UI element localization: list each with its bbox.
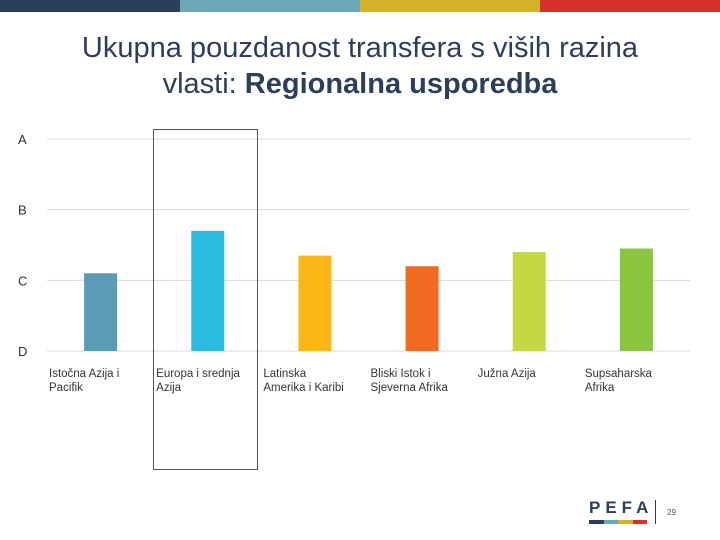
bar xyxy=(512,252,546,351)
bar xyxy=(405,266,439,351)
page-number: 29 xyxy=(667,508,676,517)
logo-divider xyxy=(655,500,656,524)
y-tick-label: D xyxy=(18,344,27,359)
pefa-logo-bar xyxy=(589,520,647,524)
y-tick-label: C xyxy=(18,273,27,288)
top-bar-segment xyxy=(0,0,180,12)
top-bar-segment xyxy=(180,0,360,12)
title-line-2: vlasti: Regionalna usporedba xyxy=(0,66,720,102)
x-category-label: Latinska Amerika i Karibi xyxy=(263,368,344,394)
x-category-label: Europa i srednja Azija xyxy=(156,368,240,394)
top-bar-segment xyxy=(360,0,540,12)
bar xyxy=(84,273,118,351)
bar xyxy=(298,255,332,351)
pefa-logo: PEFA xyxy=(589,498,659,528)
logo-bar-segment xyxy=(589,520,604,524)
highlight-box xyxy=(153,129,258,470)
logo-bar-segment xyxy=(632,520,647,524)
y-tick-label: B xyxy=(18,203,27,218)
x-category-label: Južna Azija xyxy=(477,368,536,380)
logo-bar-segment xyxy=(603,520,618,524)
top-color-bar xyxy=(0,0,720,12)
slide-title: Ukupna pouzdanost transfera s viših razi… xyxy=(0,30,720,102)
top-bar-segment xyxy=(540,0,720,12)
title-line-1: Ukupna pouzdanost transfera s viših razi… xyxy=(81,32,639,64)
title-line-2-bold: Regionalna usporedba xyxy=(244,68,558,100)
y-tick-label: A xyxy=(18,132,27,147)
bar xyxy=(191,230,225,351)
pefa-logo-text: PEFA xyxy=(589,498,654,517)
logo-bar-segment xyxy=(618,520,633,524)
x-category-label: Supsaharska Afrika xyxy=(584,368,652,394)
bar xyxy=(619,248,653,351)
title-line-2-plain: vlasti: xyxy=(162,68,245,100)
x-category-label: Bliski Istok i Sjeverna Afrika xyxy=(370,368,448,394)
x-category-label: Istočna Azija i Pacifik xyxy=(49,368,120,394)
